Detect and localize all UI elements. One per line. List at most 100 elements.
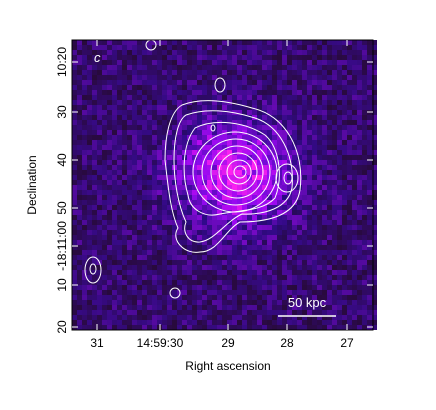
pixel [292, 155, 297, 160]
pixel [267, 40, 272, 45]
pixel [197, 175, 202, 180]
pixel [137, 205, 142, 210]
pixel [97, 115, 102, 120]
pixel [132, 250, 137, 255]
pixel [142, 105, 147, 110]
pixel [337, 65, 342, 70]
pixel [292, 200, 297, 205]
pixel [352, 290, 357, 295]
pixel [287, 90, 292, 95]
pixel [137, 200, 142, 205]
pixel [257, 265, 262, 270]
pixel [312, 150, 317, 155]
pixel [82, 60, 87, 65]
pixel [252, 140, 257, 145]
pixel [232, 135, 237, 140]
pixel [372, 115, 377, 120]
pixel [82, 235, 87, 240]
pixel [82, 165, 87, 170]
pixel [172, 135, 177, 140]
pixel [267, 120, 272, 125]
pixel [342, 275, 347, 280]
pixel [147, 260, 152, 265]
pixel [282, 300, 287, 305]
pixel [257, 165, 262, 170]
pixel [232, 65, 237, 70]
pixel [332, 75, 337, 80]
pixel [342, 270, 347, 275]
pixel [372, 180, 377, 185]
pixel [117, 160, 122, 165]
pixel [227, 305, 232, 310]
pixel [242, 310, 247, 315]
pixel [92, 275, 97, 280]
pixel [367, 160, 372, 165]
pixel [327, 275, 332, 280]
pixel [152, 245, 157, 250]
pixel [112, 265, 117, 270]
pixel [212, 70, 217, 75]
pixel [262, 195, 267, 200]
pixel [232, 230, 237, 235]
pixel [147, 115, 152, 120]
pixel [212, 90, 217, 95]
pixel [297, 130, 302, 135]
pixel [327, 60, 332, 65]
pixel [147, 230, 152, 235]
pixel [312, 300, 317, 305]
pixel [222, 195, 227, 200]
pixel [307, 80, 312, 85]
pixel [342, 155, 347, 160]
pixel [127, 225, 132, 230]
pixel [107, 300, 112, 305]
pixel [242, 120, 247, 125]
pixel [132, 85, 137, 90]
pixel [327, 115, 332, 120]
pixel [102, 155, 107, 160]
pixel [217, 270, 222, 275]
pixel [117, 215, 122, 220]
pixel [87, 270, 92, 275]
pixel [167, 240, 172, 245]
pixel [332, 280, 337, 285]
pixel [222, 65, 227, 70]
pixel [312, 155, 317, 160]
pixel [312, 80, 317, 85]
pixel [137, 300, 142, 305]
pixel [112, 95, 117, 100]
pixel [82, 150, 87, 155]
pixel [207, 100, 212, 105]
pixel [262, 40, 267, 45]
pixel [257, 120, 262, 125]
pixel [82, 275, 87, 280]
pixel [107, 260, 112, 265]
pixel [72, 290, 77, 295]
pixel [122, 155, 127, 160]
pixel [237, 280, 242, 285]
pixel [282, 205, 287, 210]
pixel [237, 70, 242, 75]
pixel [112, 130, 117, 135]
pixel [97, 70, 102, 75]
pixel [362, 320, 367, 325]
pixel [147, 165, 152, 170]
pixel [142, 200, 147, 205]
pixel [72, 150, 77, 155]
pixel [347, 325, 352, 330]
pixel [332, 175, 337, 180]
pixel [297, 85, 302, 90]
pixel [342, 280, 347, 285]
pixel [97, 210, 102, 215]
pixel [82, 245, 87, 250]
pixel [172, 45, 177, 50]
pixel [127, 190, 132, 195]
pixel [352, 225, 357, 230]
pixel [167, 125, 172, 130]
pixel [127, 200, 132, 205]
pixel [162, 105, 167, 110]
pixel [322, 125, 327, 130]
pixel [277, 155, 282, 160]
pixel [142, 45, 147, 50]
pixel [347, 270, 352, 275]
pixel [232, 215, 237, 220]
